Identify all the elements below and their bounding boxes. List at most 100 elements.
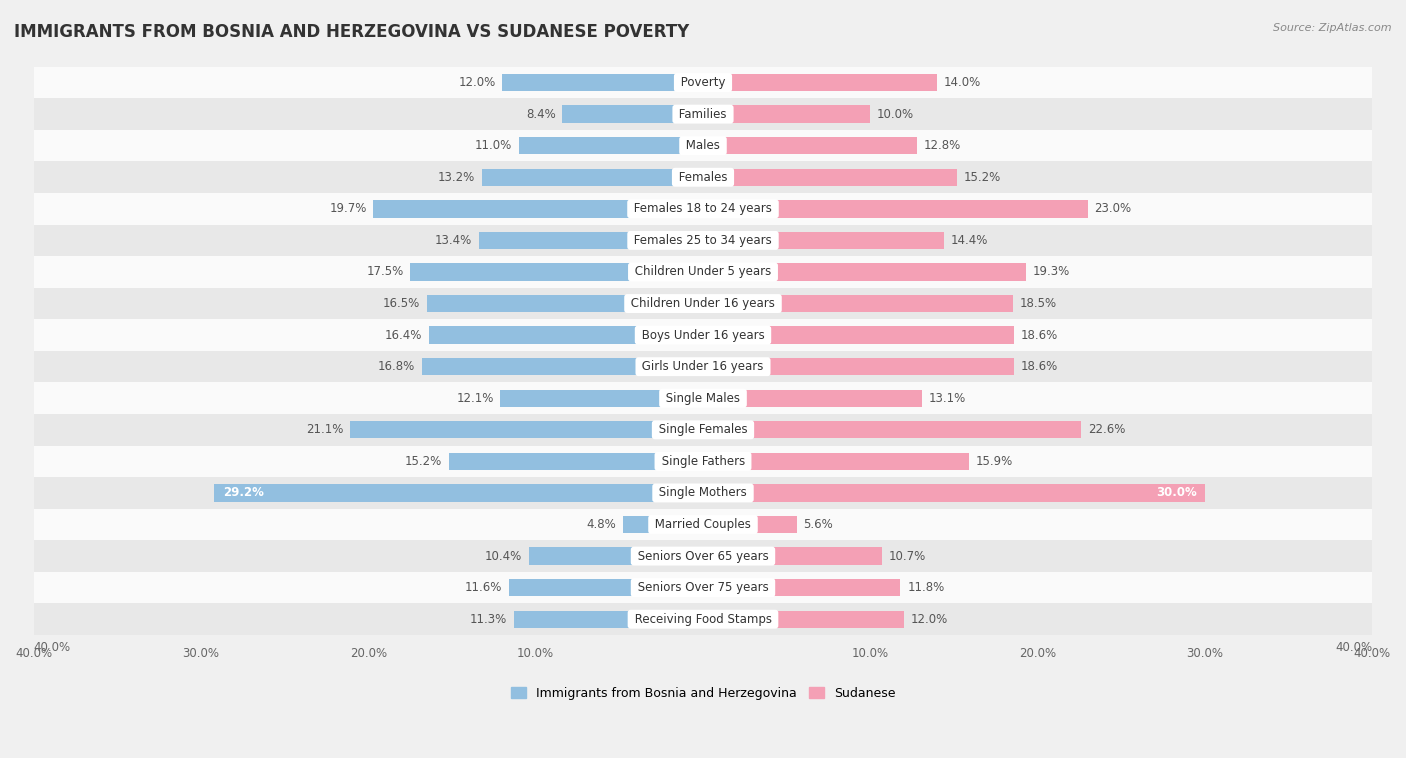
- Bar: [34, 224, 1372, 256]
- Text: 10.0%: 10.0%: [877, 108, 914, 121]
- Text: 11.8%: 11.8%: [907, 581, 945, 594]
- Text: Single Fathers: Single Fathers: [658, 455, 748, 468]
- Bar: [501, 390, 703, 407]
- Bar: [703, 105, 870, 123]
- Text: 30.0%: 30.0%: [1156, 487, 1197, 500]
- Text: 16.8%: 16.8%: [378, 360, 415, 373]
- Bar: [519, 137, 703, 155]
- Bar: [34, 603, 1372, 635]
- Text: 10.7%: 10.7%: [889, 550, 927, 562]
- Bar: [703, 516, 797, 533]
- Text: Males: Males: [682, 139, 724, 152]
- Text: 4.8%: 4.8%: [586, 518, 616, 531]
- Text: 11.0%: 11.0%: [475, 139, 512, 152]
- Bar: [34, 351, 1372, 383]
- Bar: [703, 200, 1088, 218]
- Bar: [34, 509, 1372, 540]
- Text: Seniors Over 75 years: Seniors Over 75 years: [634, 581, 772, 594]
- Text: Seniors Over 65 years: Seniors Over 65 years: [634, 550, 772, 562]
- Text: Married Couples: Married Couples: [651, 518, 755, 531]
- Bar: [703, 263, 1026, 280]
- Bar: [703, 421, 1081, 438]
- Bar: [34, 446, 1372, 478]
- Text: 19.3%: 19.3%: [1032, 265, 1070, 278]
- Bar: [623, 516, 703, 533]
- Text: 13.1%: 13.1%: [929, 392, 966, 405]
- Text: Boys Under 16 years: Boys Under 16 years: [638, 329, 768, 342]
- Text: 5.6%: 5.6%: [803, 518, 834, 531]
- Bar: [513, 610, 703, 628]
- Text: 21.1%: 21.1%: [305, 423, 343, 437]
- Text: 29.2%: 29.2%: [222, 487, 263, 500]
- Bar: [703, 168, 957, 186]
- Bar: [34, 161, 1372, 193]
- Bar: [529, 547, 703, 565]
- Bar: [34, 478, 1372, 509]
- Text: Single Males: Single Males: [662, 392, 744, 405]
- Bar: [703, 358, 1014, 375]
- Text: 22.6%: 22.6%: [1088, 423, 1125, 437]
- Bar: [703, 484, 1205, 502]
- Text: IMMIGRANTS FROM BOSNIA AND HERZEGOVINA VS SUDANESE POVERTY: IMMIGRANTS FROM BOSNIA AND HERZEGOVINA V…: [14, 23, 689, 41]
- Text: Single Mothers: Single Mothers: [655, 487, 751, 500]
- Text: 14.0%: 14.0%: [943, 76, 981, 89]
- Text: 15.2%: 15.2%: [965, 171, 1001, 183]
- Bar: [427, 295, 703, 312]
- Bar: [422, 358, 703, 375]
- Text: 19.7%: 19.7%: [329, 202, 367, 215]
- Text: 40.0%: 40.0%: [34, 641, 70, 654]
- Text: Receiving Food Stamps: Receiving Food Stamps: [631, 612, 775, 625]
- Bar: [34, 193, 1372, 224]
- Bar: [214, 484, 703, 502]
- Bar: [703, 610, 904, 628]
- Text: 17.5%: 17.5%: [366, 265, 404, 278]
- Bar: [34, 67, 1372, 99]
- Bar: [411, 263, 703, 280]
- Bar: [482, 168, 703, 186]
- Text: 8.4%: 8.4%: [526, 108, 555, 121]
- Text: 40.0%: 40.0%: [1336, 641, 1372, 654]
- Legend: Immigrants from Bosnia and Herzegovina, Sudanese: Immigrants from Bosnia and Herzegovina, …: [506, 681, 900, 705]
- Text: 18.6%: 18.6%: [1021, 329, 1059, 342]
- Bar: [703, 390, 922, 407]
- Bar: [34, 319, 1372, 351]
- Text: Single Females: Single Females: [655, 423, 751, 437]
- Bar: [703, 327, 1014, 344]
- Text: 16.5%: 16.5%: [382, 297, 420, 310]
- Bar: [509, 579, 703, 597]
- Text: 16.4%: 16.4%: [384, 329, 422, 342]
- Bar: [502, 74, 703, 91]
- Text: 14.4%: 14.4%: [950, 234, 988, 247]
- Text: 12.8%: 12.8%: [924, 139, 962, 152]
- Text: Females 25 to 34 years: Females 25 to 34 years: [630, 234, 776, 247]
- Bar: [703, 232, 943, 249]
- Text: Poverty: Poverty: [676, 76, 730, 89]
- Text: 15.9%: 15.9%: [976, 455, 1014, 468]
- Text: Females 18 to 24 years: Females 18 to 24 years: [630, 202, 776, 215]
- Bar: [350, 421, 703, 438]
- Text: 23.0%: 23.0%: [1095, 202, 1132, 215]
- Text: 11.3%: 11.3%: [470, 612, 508, 625]
- Bar: [34, 540, 1372, 572]
- Text: Girls Under 16 years: Girls Under 16 years: [638, 360, 768, 373]
- Bar: [34, 288, 1372, 319]
- Text: 18.6%: 18.6%: [1021, 360, 1059, 373]
- Bar: [34, 130, 1372, 161]
- Bar: [703, 74, 938, 91]
- Bar: [562, 105, 703, 123]
- Bar: [374, 200, 703, 218]
- Text: 12.1%: 12.1%: [457, 392, 494, 405]
- Text: 11.6%: 11.6%: [465, 581, 502, 594]
- Text: Source: ZipAtlas.com: Source: ZipAtlas.com: [1274, 23, 1392, 33]
- Bar: [703, 295, 1012, 312]
- Text: 10.4%: 10.4%: [485, 550, 522, 562]
- Bar: [429, 327, 703, 344]
- Text: 13.2%: 13.2%: [439, 171, 475, 183]
- Bar: [703, 547, 882, 565]
- Text: Families: Families: [675, 108, 731, 121]
- Text: 15.2%: 15.2%: [405, 455, 441, 468]
- Bar: [34, 99, 1372, 130]
- Bar: [478, 232, 703, 249]
- Bar: [34, 572, 1372, 603]
- Bar: [34, 383, 1372, 414]
